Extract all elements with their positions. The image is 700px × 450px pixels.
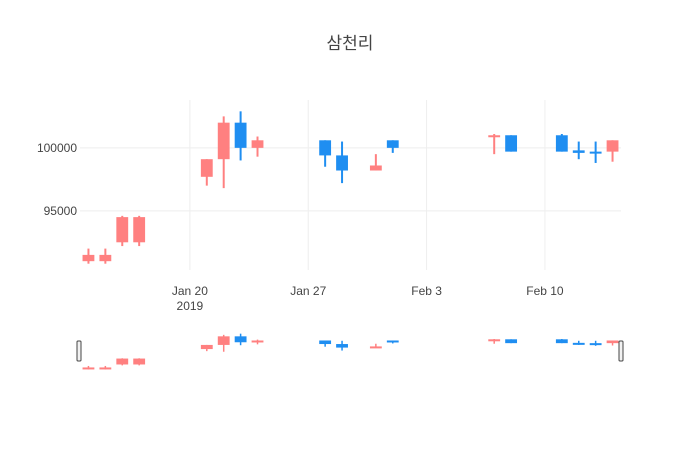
slider-candle-body xyxy=(572,342,585,345)
slider-candle-body xyxy=(200,344,213,350)
slider-candle-body xyxy=(99,367,112,370)
slider-candle-body xyxy=(319,340,332,345)
chart-title: 삼천리 xyxy=(327,34,374,54)
x-tick-label: Jan 20 xyxy=(172,284,208,298)
candle-body xyxy=(606,140,619,152)
slider-candle-body xyxy=(606,340,619,344)
candle-body xyxy=(555,135,568,152)
slider-candle-body xyxy=(251,340,264,343)
range-slider-left-handle[interactable] xyxy=(76,340,82,362)
x-tick-label: Jan 27 xyxy=(290,284,326,298)
y-tick-label: 100000 xyxy=(37,141,77,155)
range-slider-background[interactable] xyxy=(80,331,621,371)
candle-body xyxy=(200,159,213,177)
candle-body xyxy=(99,254,112,262)
candle-body xyxy=(133,217,146,243)
slider-candle-body xyxy=(336,344,348,348)
candle-body xyxy=(251,140,264,148)
candle-body xyxy=(82,254,95,262)
slider-candle-body xyxy=(505,339,518,344)
slider-candle-body xyxy=(555,339,568,344)
x-tick-sublabel: 2019 xyxy=(177,299,204,313)
slider-candle-body xyxy=(82,367,95,370)
candle-body xyxy=(488,135,501,138)
candle-body xyxy=(505,135,518,152)
slider-candle-body xyxy=(488,339,501,342)
slider-candle-body xyxy=(133,358,146,365)
slider-candle-body xyxy=(116,358,129,365)
candle-body xyxy=(116,217,129,243)
y-tick-label: 95000 xyxy=(44,204,78,218)
slider-candle-body xyxy=(369,346,382,349)
candle-body xyxy=(386,140,399,148)
candle-body xyxy=(589,151,602,154)
candle-body xyxy=(234,122,247,148)
grid-lines xyxy=(80,100,621,270)
range-slider[interactable] xyxy=(76,331,624,371)
main-candles xyxy=(82,111,619,264)
range-slider-right-handle[interactable] xyxy=(618,340,624,362)
candle-body xyxy=(319,140,332,156)
slider-candle-body xyxy=(386,340,399,343)
x-tick-label: Feb 3 xyxy=(411,284,442,298)
x-tick-label: Feb 10 xyxy=(526,284,564,298)
slider-candle-body xyxy=(217,336,230,345)
candle-body xyxy=(336,155,348,171)
slider-candle-body xyxy=(589,343,602,346)
slider-candle-body xyxy=(234,336,247,343)
candle-body xyxy=(217,122,230,160)
candle-body xyxy=(369,165,382,171)
candle-body xyxy=(572,150,585,153)
